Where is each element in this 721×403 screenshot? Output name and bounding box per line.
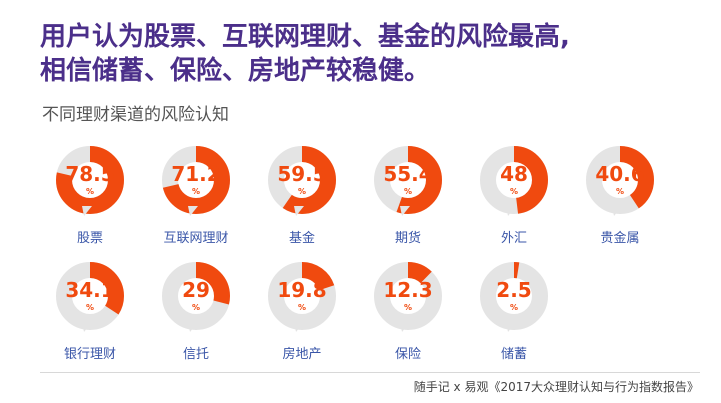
gauge-value-label: 71.2: [171, 162, 220, 186]
gauge-unit-label: %: [404, 303, 412, 312]
gauge-value-label: 34.1: [65, 278, 114, 302]
gauge-category-label: 储蓄: [501, 347, 527, 362]
gauge-unit-label: %: [404, 187, 412, 196]
gauge-pointer: [400, 206, 410, 216]
gauge-value-arc: [374, 262, 442, 330]
gauge-category-label: 信托: [183, 347, 209, 362]
gauge-unit-label: %: [510, 187, 518, 196]
headline-line-1: 用户认为股票、互联网理财、基金的风险最高,: [40, 22, 570, 52]
source-note: 随手记 x 易观《2017大众理财认知与行为指数报告》: [413, 380, 699, 394]
gauge-value-arc: [480, 146, 548, 214]
footer-divider: [40, 372, 700, 373]
gauge-value-label: 78.5: [65, 162, 114, 186]
gauge-value-label: 55.4: [383, 162, 432, 186]
gauge-pointer: [294, 322, 304, 332]
gauge-pointer: [294, 206, 304, 216]
gauge-pointer: [188, 322, 198, 332]
gauge-unit-label: %: [192, 187, 200, 196]
gauge-value-arc: [480, 262, 548, 330]
gauge-category-label: 保险: [395, 347, 421, 362]
gauge-unit-label: %: [298, 303, 306, 312]
gauge-value-label: 19.8: [277, 278, 326, 302]
headline-line-2: 相信储蓄、保险、房地产较稳健。: [40, 56, 431, 86]
gauge-unit-label: %: [86, 187, 94, 196]
gauge-category-label: 期货: [395, 230, 421, 246]
gauge-category-label: 贵金属: [600, 230, 639, 246]
gauge-unit-label: %: [298, 187, 306, 196]
chart-title: 不同理财渠道的风险认知: [42, 105, 229, 125]
gauge-value-arc: [56, 262, 124, 330]
gauge-value-label: 2.5: [496, 278, 531, 302]
gauge-unit-label: %: [86, 303, 94, 312]
gauge-value-label: 48: [500, 162, 528, 186]
gauge-category-label: 外汇: [501, 231, 527, 246]
gauge-pointer: [506, 322, 516, 332]
gauge-pointer: [400, 322, 410, 332]
gauge-category-label: 基金: [289, 230, 315, 246]
gauge-value-arc: [268, 262, 336, 330]
gauge-value-arc: [162, 262, 230, 330]
gauge-pointer: [82, 322, 92, 332]
gauge-pointer: [506, 206, 516, 216]
gauge-unit-label: %: [510, 303, 518, 312]
gauge-value-label: 29: [182, 278, 210, 302]
gauge-category-label: 银行理财: [64, 347, 116, 362]
gauge-pointer: [188, 206, 198, 216]
gauge-category-label: 房地产: [282, 346, 321, 362]
gauge-category-label: 股票: [77, 231, 103, 246]
gauge-category-label: 互联网理财: [163, 231, 228, 246]
gauge-value-label: 59.5: [277, 162, 326, 186]
gauge-pointer: [82, 206, 92, 216]
gauge-value-label: 40.6: [595, 162, 644, 186]
gauge-pointer: [612, 206, 622, 216]
gauge-value-arc: [586, 146, 654, 214]
headline: 用户认为股票、互联网理财、基金的风险最高, 相信储蓄、保险、房地产较稳健。: [40, 20, 690, 88]
gauge-unit-label: %: [616, 187, 624, 196]
gauge-value-label: 12.3: [383, 278, 432, 302]
gauge-unit-label: %: [192, 303, 200, 312]
